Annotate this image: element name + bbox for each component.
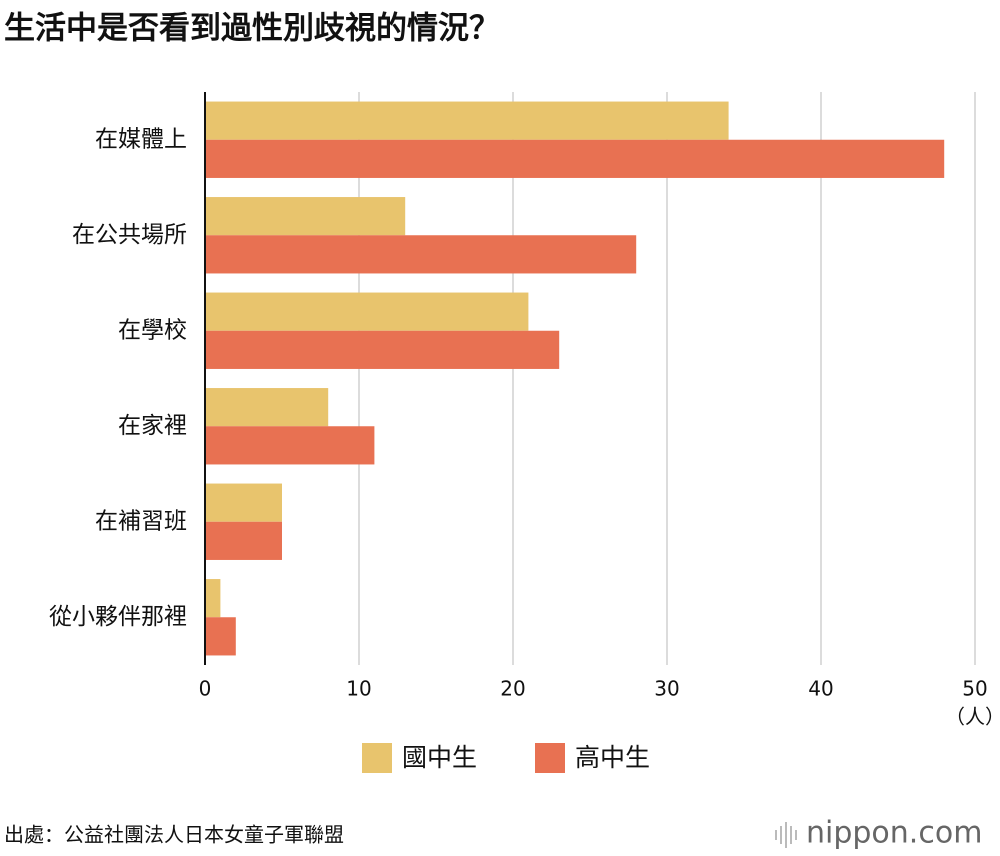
chart-title: 生活中是否看到過性別歧視的情況？ [4, 11, 500, 47]
bar [205, 388, 329, 427]
source: 出處：公益社團法人日本女童子軍聯盟 [4, 823, 344, 847]
brand-icon [775, 822, 797, 848]
x-axis-label: （人） [945, 705, 1000, 729]
legend-label: 國中生 [402, 743, 477, 772]
bar [205, 579, 221, 618]
bar [205, 292, 529, 331]
bar [205, 483, 282, 522]
x-tick-label: 40 [808, 677, 833, 701]
brand: nippon.com [806, 816, 982, 851]
bar [205, 426, 375, 465]
x-tick-label: 0 [199, 677, 212, 701]
y-tick-label: 在補習班 [95, 508, 187, 534]
legend-label: 高中生 [575, 743, 650, 772]
y-tick-label: 在媒體上 [95, 126, 187, 152]
bar [205, 235, 637, 274]
x-tick-label: 50 [962, 677, 987, 701]
x-tick-label: 10 [346, 677, 371, 701]
y-tick-label: 在學校 [118, 317, 187, 343]
bar [205, 139, 945, 178]
legend-swatch [362, 743, 392, 773]
bar [205, 197, 406, 236]
y-tick-label: 在公共場所 [72, 222, 187, 248]
bar [205, 617, 236, 656]
bar [205, 521, 282, 560]
legend-swatch [535, 743, 565, 773]
y-tick-label: 在家裡 [118, 413, 187, 439]
x-tick-label: 30 [654, 677, 679, 701]
bar [205, 330, 560, 369]
bar [205, 101, 729, 140]
y-tick-label: 從小夥伴那裡 [49, 604, 187, 630]
x-tick-label: 20 [500, 677, 525, 701]
